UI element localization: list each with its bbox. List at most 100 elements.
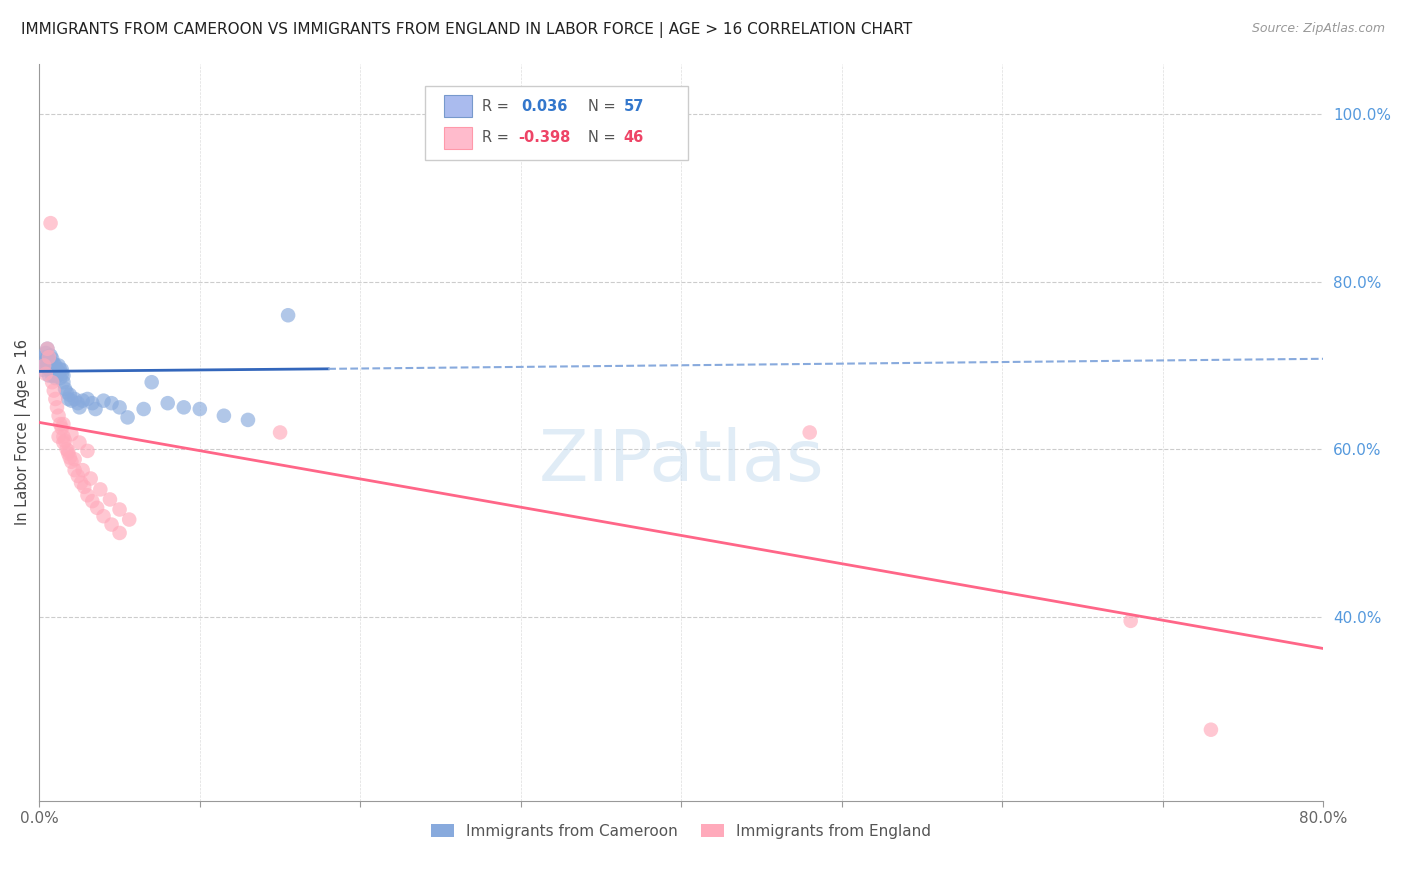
Point: [52, 368, 75, 383]
Text: N =: N =: [588, 130, 620, 145]
Point: [32, 350, 55, 364]
Point: [51, 421, 73, 435]
Point: [59, 388, 82, 402]
Point: [31, 362, 53, 376]
Point: [69, 401, 91, 415]
Point: [48, 359, 70, 373]
Point: [72, 393, 94, 408]
Bar: [444, 127, 472, 149]
Point: [100, 517, 122, 532]
Point: [60, 427, 83, 442]
Text: 0.036: 0.036: [520, 98, 567, 113]
Point: [98, 492, 121, 507]
Point: [188, 402, 211, 417]
Text: Source: ZipAtlas.com: Source: ZipAtlas.com: [1251, 22, 1385, 36]
Point: [41, 376, 63, 390]
Point: [84, 402, 107, 417]
FancyBboxPatch shape: [425, 87, 688, 160]
Point: [86, 500, 108, 515]
Text: N =: N =: [588, 98, 620, 113]
Point: [53, 382, 76, 396]
Point: [73, 480, 96, 494]
Point: [38, 368, 60, 383]
Point: [60, 455, 83, 469]
Point: [38, 362, 60, 376]
Point: [48, 430, 70, 444]
Point: [156, 396, 179, 410]
Point: [41, 362, 63, 376]
Point: [82, 494, 104, 508]
Y-axis label: In Labor Force | Age > 16: In Labor Force | Age > 16: [15, 340, 31, 525]
Point: [52, 435, 75, 450]
Point: [173, 401, 195, 415]
Point: [66, 396, 89, 410]
Point: [49, 417, 72, 431]
Point: [44, 364, 66, 378]
Point: [63, 392, 86, 406]
Point: [52, 417, 75, 431]
Point: [132, 402, 155, 417]
Point: [38, 359, 60, 373]
Point: [60, 393, 83, 408]
Point: [108, 525, 131, 540]
Point: [39, 362, 62, 376]
Point: [35, 367, 58, 381]
Point: [58, 443, 80, 458]
Point: [277, 308, 299, 322]
Point: [37, 350, 59, 364]
Point: [76, 392, 98, 406]
Point: [32, 359, 55, 373]
Point: [76, 488, 98, 502]
Point: [58, 392, 80, 406]
Bar: [444, 95, 472, 117]
Point: [44, 392, 66, 406]
Point: [58, 446, 80, 460]
Point: [117, 410, 139, 425]
Point: [42, 384, 65, 398]
Point: [38, 350, 60, 364]
Point: [39, 354, 62, 368]
Point: [108, 502, 131, 516]
Point: [70, 475, 93, 490]
Point: [49, 371, 72, 385]
Point: [44, 359, 66, 373]
Point: [236, 413, 259, 427]
Point: [48, 365, 70, 379]
Point: [80, 471, 103, 485]
Point: [41, 351, 63, 366]
Point: [1199, 723, 1222, 737]
Point: [69, 435, 91, 450]
Point: [46, 368, 69, 383]
Point: [212, 409, 235, 423]
Point: [39, 348, 62, 362]
Point: [44, 371, 66, 385]
Point: [799, 425, 821, 440]
Point: [32, 359, 55, 373]
Legend: Immigrants from Cameroon, Immigrants from England: Immigrants from Cameroon, Immigrants fro…: [425, 818, 938, 845]
Point: [42, 368, 65, 383]
Point: [93, 393, 115, 408]
Point: [42, 357, 65, 371]
Point: [55, 385, 77, 400]
Point: [51, 362, 73, 376]
Point: [93, 509, 115, 524]
Point: [46, 362, 69, 376]
Point: [51, 367, 73, 381]
Text: IMMIGRANTS FROM CAMEROON VS IMMIGRANTS FROM ENGLAND IN LABOR FORCE | AGE > 16 CO: IMMIGRANTS FROM CAMEROON VS IMMIGRANTS F…: [21, 22, 912, 38]
Point: [72, 463, 94, 477]
Point: [37, 360, 59, 375]
Point: [42, 362, 65, 376]
Point: [66, 469, 89, 483]
Point: [49, 362, 72, 376]
Text: R =: R =: [482, 98, 513, 113]
Point: [55, 442, 77, 457]
Point: [53, 434, 76, 448]
Point: [141, 376, 163, 390]
Point: [39, 216, 62, 230]
Point: [76, 443, 98, 458]
Point: [269, 425, 291, 440]
Point: [46, 401, 69, 415]
Point: [82, 396, 104, 410]
Point: [59, 450, 82, 465]
Point: [89, 483, 111, 497]
